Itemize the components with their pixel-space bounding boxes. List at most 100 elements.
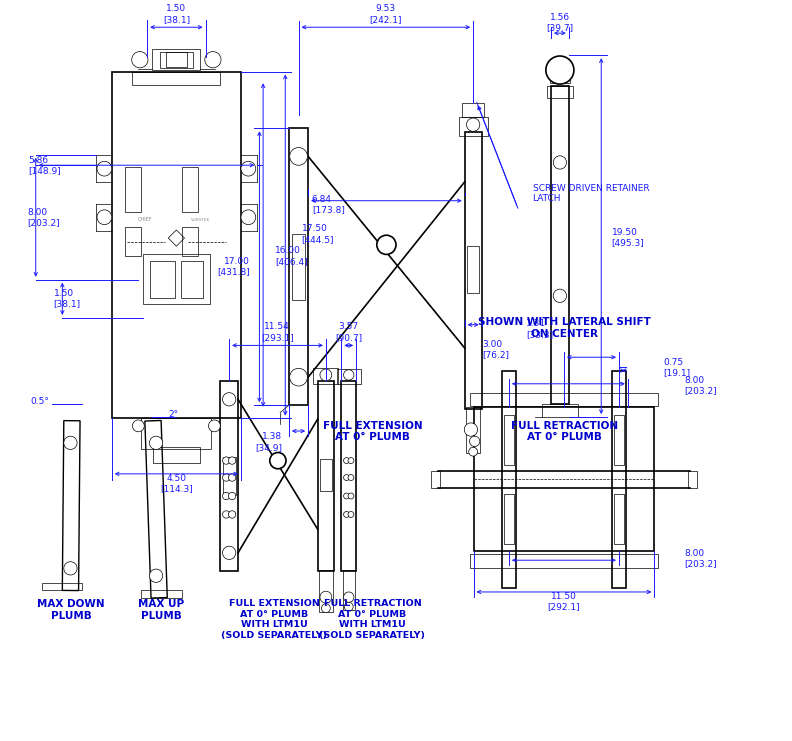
Circle shape: [131, 52, 148, 68]
Circle shape: [228, 473, 236, 481]
Bar: [504, 494, 514, 544]
Circle shape: [64, 436, 77, 450]
Text: 0.5°: 0.5°: [31, 397, 50, 406]
Text: 8.00
[203.2]: 8.00 [203.2]: [684, 549, 717, 568]
Bar: [141, 419, 211, 450]
Bar: [150, 262, 175, 298]
Circle shape: [228, 457, 236, 465]
Text: 1.56
[39.7]: 1.56 [39.7]: [546, 13, 573, 33]
Bar: [431, 471, 440, 488]
Bar: [543, 404, 577, 417]
Bar: [341, 381, 356, 571]
Text: SHOWN WITH LATERAL SHIFT
ON CENTER: SHOWN WITH LATERAL SHIFT ON CENTER: [478, 317, 651, 339]
Circle shape: [241, 210, 256, 225]
Circle shape: [64, 562, 77, 575]
Text: 1.31
[33.3]: 1.31 [33.3]: [526, 319, 553, 339]
Bar: [182, 167, 198, 212]
Bar: [166, 53, 187, 67]
Circle shape: [97, 210, 112, 225]
Circle shape: [132, 420, 144, 432]
Text: 0.75
[19.1]: 0.75 [19.1]: [663, 358, 691, 377]
Circle shape: [290, 147, 307, 165]
Circle shape: [150, 569, 162, 582]
Bar: [470, 554, 658, 568]
Circle shape: [469, 448, 478, 456]
Bar: [504, 415, 514, 465]
Bar: [132, 72, 220, 84]
Bar: [319, 570, 333, 612]
Circle shape: [348, 458, 354, 464]
Bar: [220, 381, 238, 571]
Bar: [474, 408, 654, 551]
Text: 1.38
[34.9]: 1.38 [34.9]: [255, 433, 282, 452]
Circle shape: [344, 458, 349, 464]
Text: FULL EXTENSION
AT 0° PLUMB
WITH LTM1U
(SOLD SEPARATELY): FULL EXTENSION AT 0° PLUMB WITH LTM1U (S…: [221, 599, 327, 639]
Circle shape: [208, 420, 220, 432]
Circle shape: [241, 162, 256, 176]
Bar: [465, 132, 482, 409]
Circle shape: [377, 235, 396, 254]
Circle shape: [228, 492, 236, 499]
Bar: [223, 457, 236, 495]
Text: MAX UP
PLUMB: MAX UP PLUMB: [138, 599, 185, 621]
Text: FULL RETRACTION
AT 0° PLUMB: FULL RETRACTION AT 0° PLUMB: [511, 421, 618, 442]
Text: 11.50
[292.1]: 11.50 [292.1]: [547, 592, 581, 611]
Circle shape: [97, 162, 112, 176]
Bar: [318, 381, 334, 571]
Text: 6.84
[173.8]: 6.84 [173.8]: [312, 195, 345, 214]
Bar: [160, 52, 193, 68]
Bar: [466, 408, 480, 453]
Circle shape: [344, 493, 349, 499]
Circle shape: [554, 156, 566, 169]
Circle shape: [348, 511, 354, 517]
Circle shape: [270, 453, 286, 469]
Text: 11.54
[293.1]: 11.54 [293.1]: [261, 322, 294, 342]
Text: 5.86
[148.9]: 5.86 [148.9]: [29, 156, 61, 175]
Circle shape: [205, 52, 221, 68]
Text: VORSTEK: VORSTEK: [191, 218, 210, 222]
Bar: [152, 50, 200, 70]
Bar: [546, 86, 573, 98]
Bar: [614, 415, 624, 465]
Circle shape: [554, 289, 566, 302]
Bar: [292, 233, 305, 300]
Circle shape: [223, 492, 230, 499]
Circle shape: [223, 457, 230, 465]
Text: 17.50
[444.5]: 17.50 [444.5]: [302, 225, 334, 244]
Text: MAX DOWN
PLUMB: MAX DOWN PLUMB: [37, 599, 105, 621]
Circle shape: [344, 370, 354, 380]
Bar: [611, 370, 626, 588]
Circle shape: [290, 368, 307, 386]
Text: CHIEF: CHIEF: [138, 217, 152, 222]
Bar: [314, 368, 338, 384]
Circle shape: [470, 436, 480, 447]
Bar: [550, 72, 570, 83]
Circle shape: [150, 436, 162, 450]
Text: 16.00
[406.4]: 16.00 [406.4]: [275, 246, 307, 266]
Circle shape: [344, 511, 349, 517]
Text: FULL EXTENSION
AT 0° PLUMB: FULL EXTENSION AT 0° PLUMB: [322, 421, 422, 442]
Bar: [551, 86, 569, 404]
Bar: [343, 570, 355, 610]
Circle shape: [466, 118, 480, 131]
Circle shape: [344, 592, 354, 602]
Bar: [125, 227, 141, 256]
Text: 19.50
[495.3]: 19.50 [495.3]: [611, 228, 645, 247]
Circle shape: [320, 591, 332, 603]
Bar: [143, 254, 210, 304]
Circle shape: [348, 474, 354, 480]
Bar: [614, 494, 624, 544]
Bar: [466, 245, 479, 293]
Bar: [181, 262, 204, 298]
Circle shape: [223, 511, 230, 518]
Bar: [501, 370, 516, 588]
Bar: [470, 393, 658, 406]
Circle shape: [228, 511, 236, 518]
Text: 17.00
[431.8]: 17.00 [431.8]: [217, 257, 249, 276]
Circle shape: [546, 56, 574, 84]
Circle shape: [223, 473, 230, 481]
Bar: [125, 167, 141, 212]
Text: 2°: 2°: [168, 411, 178, 419]
Circle shape: [223, 393, 236, 406]
Bar: [153, 447, 200, 463]
